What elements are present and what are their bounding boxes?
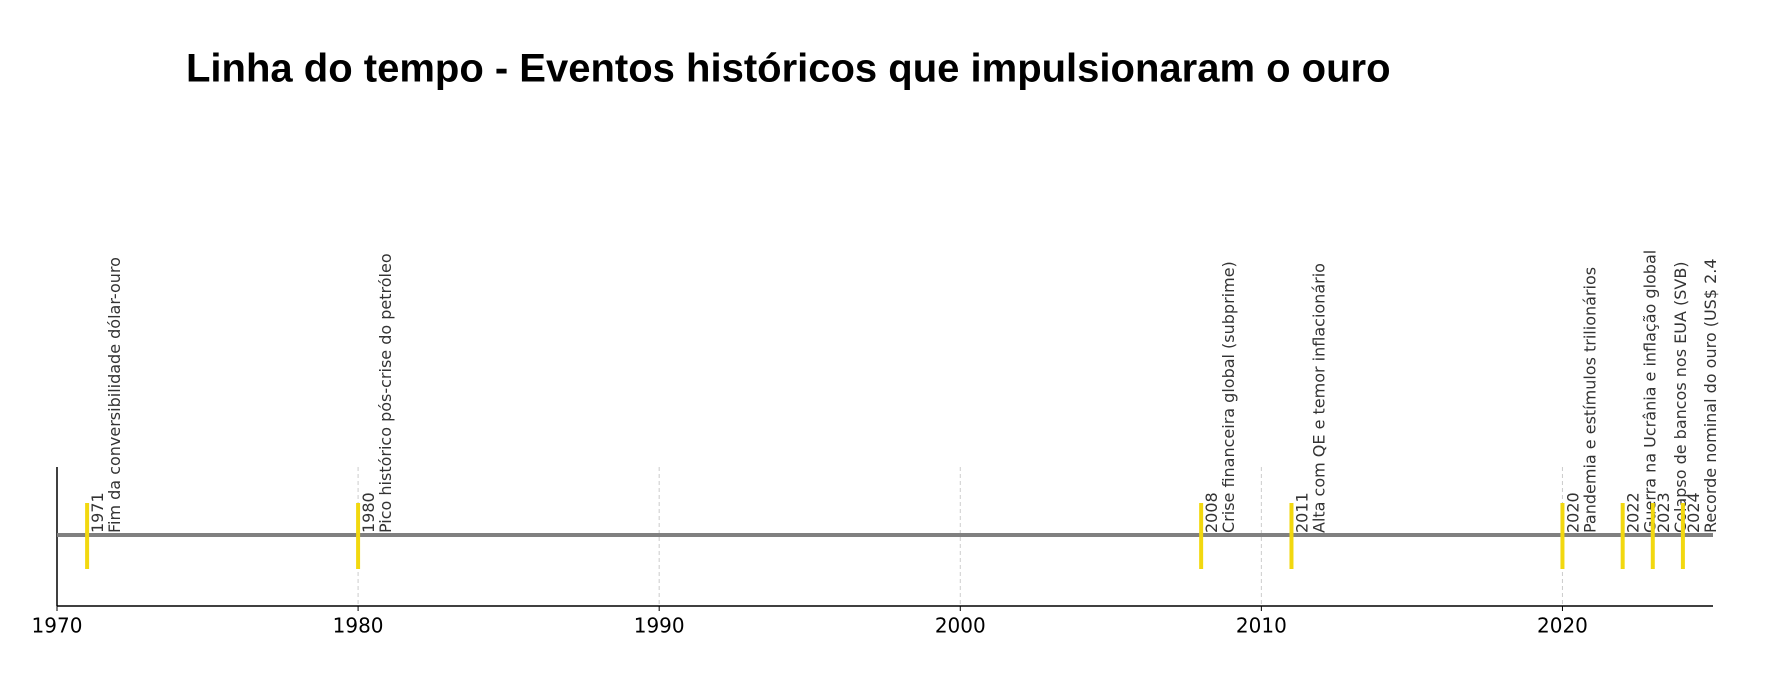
chart-title: Linha do tempo - Eventos históricos que … — [186, 47, 1391, 91]
event-year: 1971 — [88, 492, 107, 533]
event-year: 2022 — [1624, 492, 1643, 533]
event-label: Fim da conversibilidade dólar-ouro — [105, 257, 124, 533]
event-year: 2020 — [1563, 492, 1582, 533]
x-tick-label: 2020 — [1537, 614, 1588, 638]
event-year: 2024 — [1684, 492, 1703, 533]
event-year: 1980 — [359, 492, 378, 533]
event-year: 2011 — [1292, 492, 1311, 533]
x-tick-label: 1980 — [333, 614, 384, 638]
x-tick-label: 2000 — [935, 614, 986, 638]
event-label: Pico histórico pós-crise do petróleo — [376, 253, 395, 533]
x-tick-label: 1970 — [32, 614, 83, 638]
event-label: Alta com QE e temor inflacionário — [1309, 263, 1328, 533]
event-label: Pandemia e estímulos trilionários — [1580, 267, 1599, 533]
x-tick-label: 2010 — [1236, 614, 1287, 638]
event-year: 2008 — [1202, 492, 1221, 533]
event-label: Guerra na Ucrânia e inflação global — [1641, 250, 1660, 533]
event-label: Recorde nominal do ouro (US$ 2.4 — [1701, 258, 1720, 533]
event-label: Crise financeira global (subprime) — [1219, 261, 1238, 533]
event-year: 2023 — [1654, 492, 1673, 533]
event-label: Colapso de bancos nos EUA (SVB) — [1671, 261, 1690, 533]
x-tick-label: 1990 — [634, 614, 685, 638]
